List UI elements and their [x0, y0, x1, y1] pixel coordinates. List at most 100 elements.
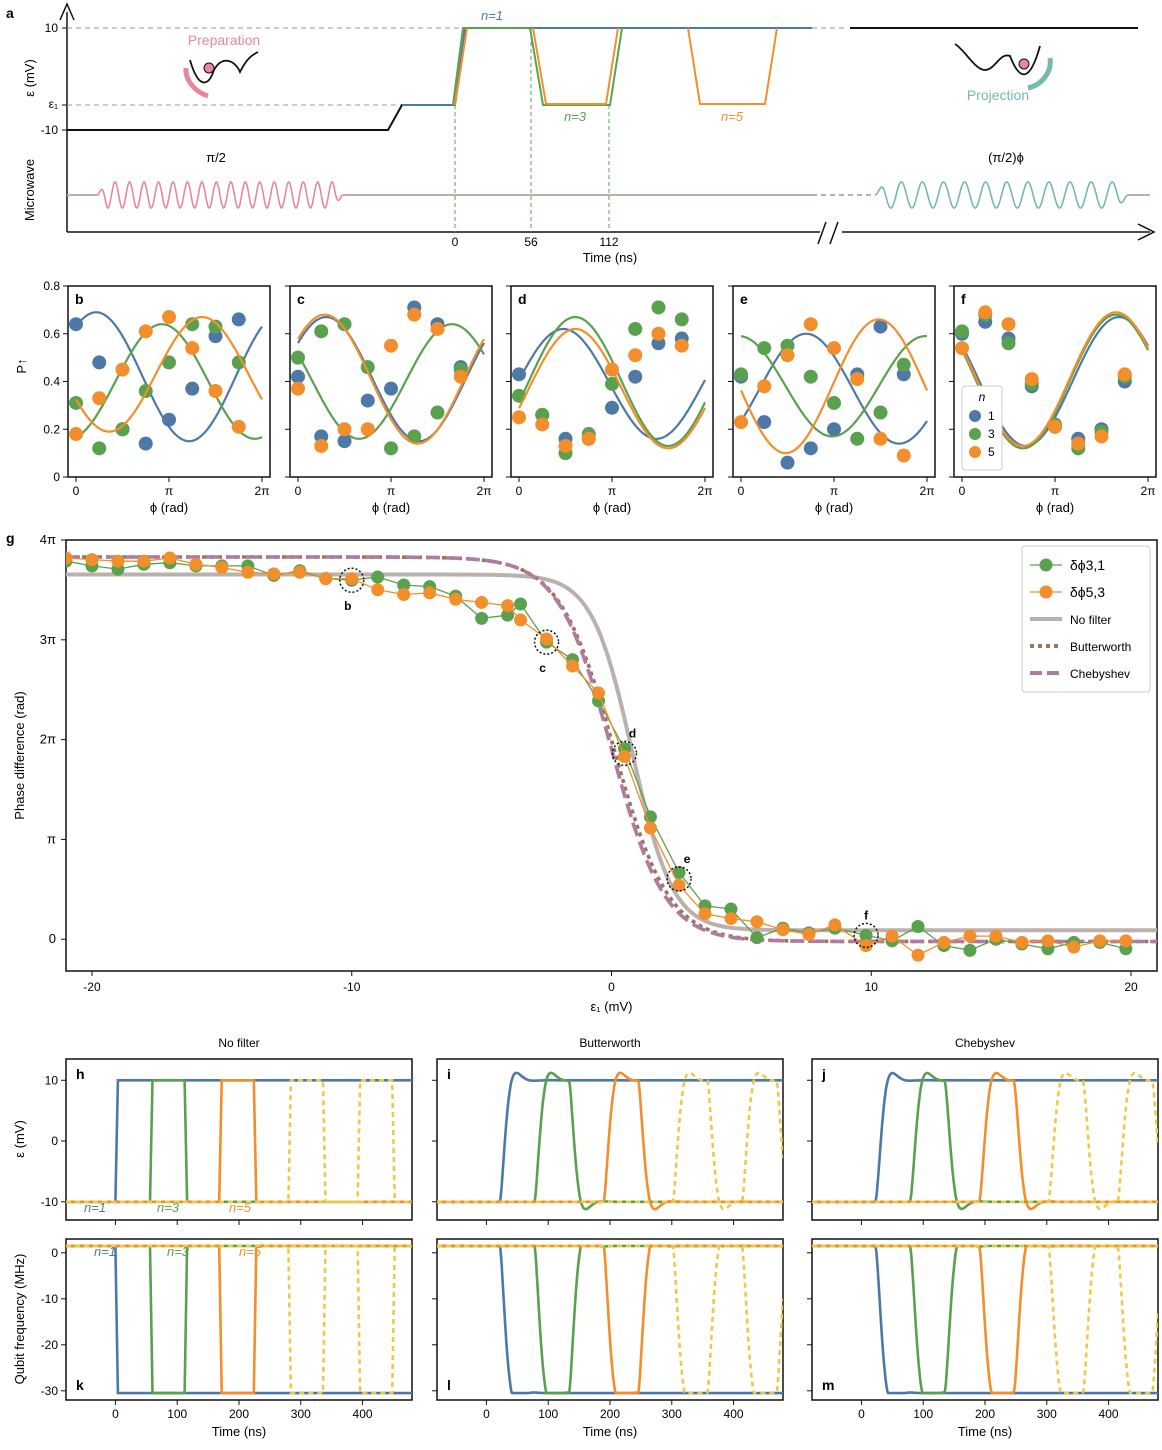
y-tick-label: -30 — [41, 1384, 59, 1398]
data-point-n1 — [69, 317, 83, 332]
data-point-dphi53 — [828, 918, 842, 932]
fit-curve-n1 — [75, 311, 263, 443]
data-point-n5 — [1024, 372, 1039, 387]
data-point-dphi53 — [111, 554, 125, 568]
panel-letter-j: j — [821, 1066, 826, 1082]
legend-label: Butterworth — [1070, 640, 1131, 654]
panel-a-x-arrow-icon — [1137, 223, 1156, 241]
data-point-dphi53 — [566, 659, 580, 673]
data-point-n5 — [955, 341, 969, 356]
data-point-dphi53 — [885, 929, 899, 943]
trace-n-7,9 — [437, 1244, 783, 1395]
plot-area — [437, 1071, 783, 1211]
projection-arrow-icon — [1027, 57, 1053, 91]
data-point-n5 — [1048, 419, 1063, 434]
legend-marker — [1039, 558, 1053, 572]
x-tick-label: 300 — [662, 1407, 682, 1421]
data-point-n5 — [850, 372, 865, 387]
data-point-n5 — [208, 384, 223, 399]
data-point-dphi53 — [963, 929, 977, 943]
panel-letter-e: e — [740, 291, 748, 307]
data-point-n5 — [162, 310, 177, 325]
trace-n-7,9 — [812, 1244, 1158, 1395]
trace-label: n=1 — [84, 1200, 106, 1215]
panels-h-to-m: -10 0 10 No filter h n=1 n=3 n=5 Butterworth i Che… — [12, 1036, 1159, 1439]
fit-curve-n5 — [75, 315, 263, 433]
column-title: No filter — [218, 1036, 259, 1050]
data-point-n3 — [734, 367, 748, 382]
x-tick-label: 0 — [959, 484, 966, 498]
x-tick-label: 400 — [724, 1407, 744, 1421]
x-tick-label: 0 — [73, 484, 80, 498]
data-point-n1 — [162, 412, 177, 427]
panel-letter-f: f — [961, 291, 966, 307]
data-point-n3 — [208, 319, 223, 334]
data-point-n3 — [651, 300, 666, 315]
data-point-n5 — [628, 348, 643, 363]
y-tick-label: -10 — [41, 1195, 59, 1209]
data-point-dphi31 — [672, 866, 686, 880]
data-point-n3 — [803, 369, 818, 384]
panel-letter-i: i — [447, 1066, 451, 1082]
plot-area — [66, 1079, 412, 1204]
panel-b: b 0 π 2π ϕ (rad) 0 0.2 0.4 0.6 0.8 — [43, 279, 271, 515]
data-point-n3 — [827, 395, 842, 410]
x-tick-label: 100 — [538, 1407, 558, 1421]
y-tick-label: 2π — [40, 732, 56, 747]
data-line-dphi53 — [66, 557, 1126, 956]
data-point-n1 — [803, 441, 818, 456]
data-point-n5 — [674, 338, 689, 353]
data-point-n5 — [651, 326, 666, 341]
data-point-n5 — [1071, 436, 1086, 451]
data-point-n5 — [92, 391, 107, 406]
x-tick-label: 0 — [295, 484, 302, 498]
data-point-n3 — [384, 441, 399, 456]
y-axis-label: Phase difference (rad) — [12, 691, 27, 819]
data-point-dphi53 — [937, 935, 951, 949]
data-point-n3 — [674, 312, 689, 327]
data-point-n1 — [827, 422, 842, 437]
preparation-label: Preparation — [188, 32, 260, 48]
x-tick-label: 2π — [698, 484, 713, 498]
highlight-circle-e — [666, 866, 692, 892]
panel-l: 0 100 200 300 400 Time (ns) l — [432, 1238, 784, 1439]
x-tick-label: 2π — [477, 484, 492, 498]
data-point-n5 — [512, 410, 526, 425]
data-point-dphi31 — [859, 928, 873, 942]
annotation-e: e — [684, 852, 691, 866]
data-point-dphi53 — [750, 915, 764, 929]
panel-letter-g: g — [6, 530, 15, 546]
x-tick-label: π — [1051, 484, 1059, 498]
data-point-dphi31 — [501, 608, 515, 622]
data-point-dphi31 — [514, 597, 528, 611]
data-point-n3 — [605, 376, 620, 391]
trace-n-7,9 — [437, 1071, 783, 1211]
y-tick-label: -10 — [41, 1292, 59, 1306]
panel-letter-a: a — [6, 5, 14, 21]
panel-h: -10 0 10 No filter h n=1 n=3 n=5 — [41, 1036, 413, 1225]
data-point-dphi53 — [698, 907, 712, 921]
data-point-dphi53 — [540, 632, 554, 646]
legend-g: δϕ3,1 δϕ5,3 No filter Butterworth Chebyshev — [1021, 545, 1151, 693]
panels-b-to-f: P↑ b 0 π 2π ϕ (rad) 0 0.2 0.4 0.6 0.8 c 0 π 2π ϕ (rad)… — [14, 279, 1157, 515]
highlight-circle-c — [533, 629, 560, 655]
data-point-dphi53 — [475, 595, 489, 609]
legend-n: n1 3 5 — [961, 385, 1003, 471]
curve-chebyshev — [66, 555, 1157, 944]
x-axis-label: ϕ (rad) — [815, 500, 853, 515]
panel-a-xlabel: Time (ns) — [583, 250, 637, 265]
data-point-n5 — [360, 422, 375, 437]
data-point-n5 — [558, 438, 573, 453]
data-point-dphi53 — [423, 586, 437, 600]
x-tick-label: -20 — [83, 980, 101, 994]
pi2-label: π/2 — [206, 150, 226, 165]
y-tick-label: 0.6 — [43, 327, 60, 341]
data-point-n5 — [231, 419, 246, 434]
data-point-n3 — [185, 317, 200, 332]
panel-letter-m: m — [822, 1377, 834, 1393]
annotation-c: c — [539, 661, 546, 675]
plot-area — [812, 1244, 1158, 1395]
annotation-d: d — [629, 726, 636, 740]
data-point-n5 — [314, 438, 329, 453]
data-point-dphi53 — [724, 912, 738, 926]
